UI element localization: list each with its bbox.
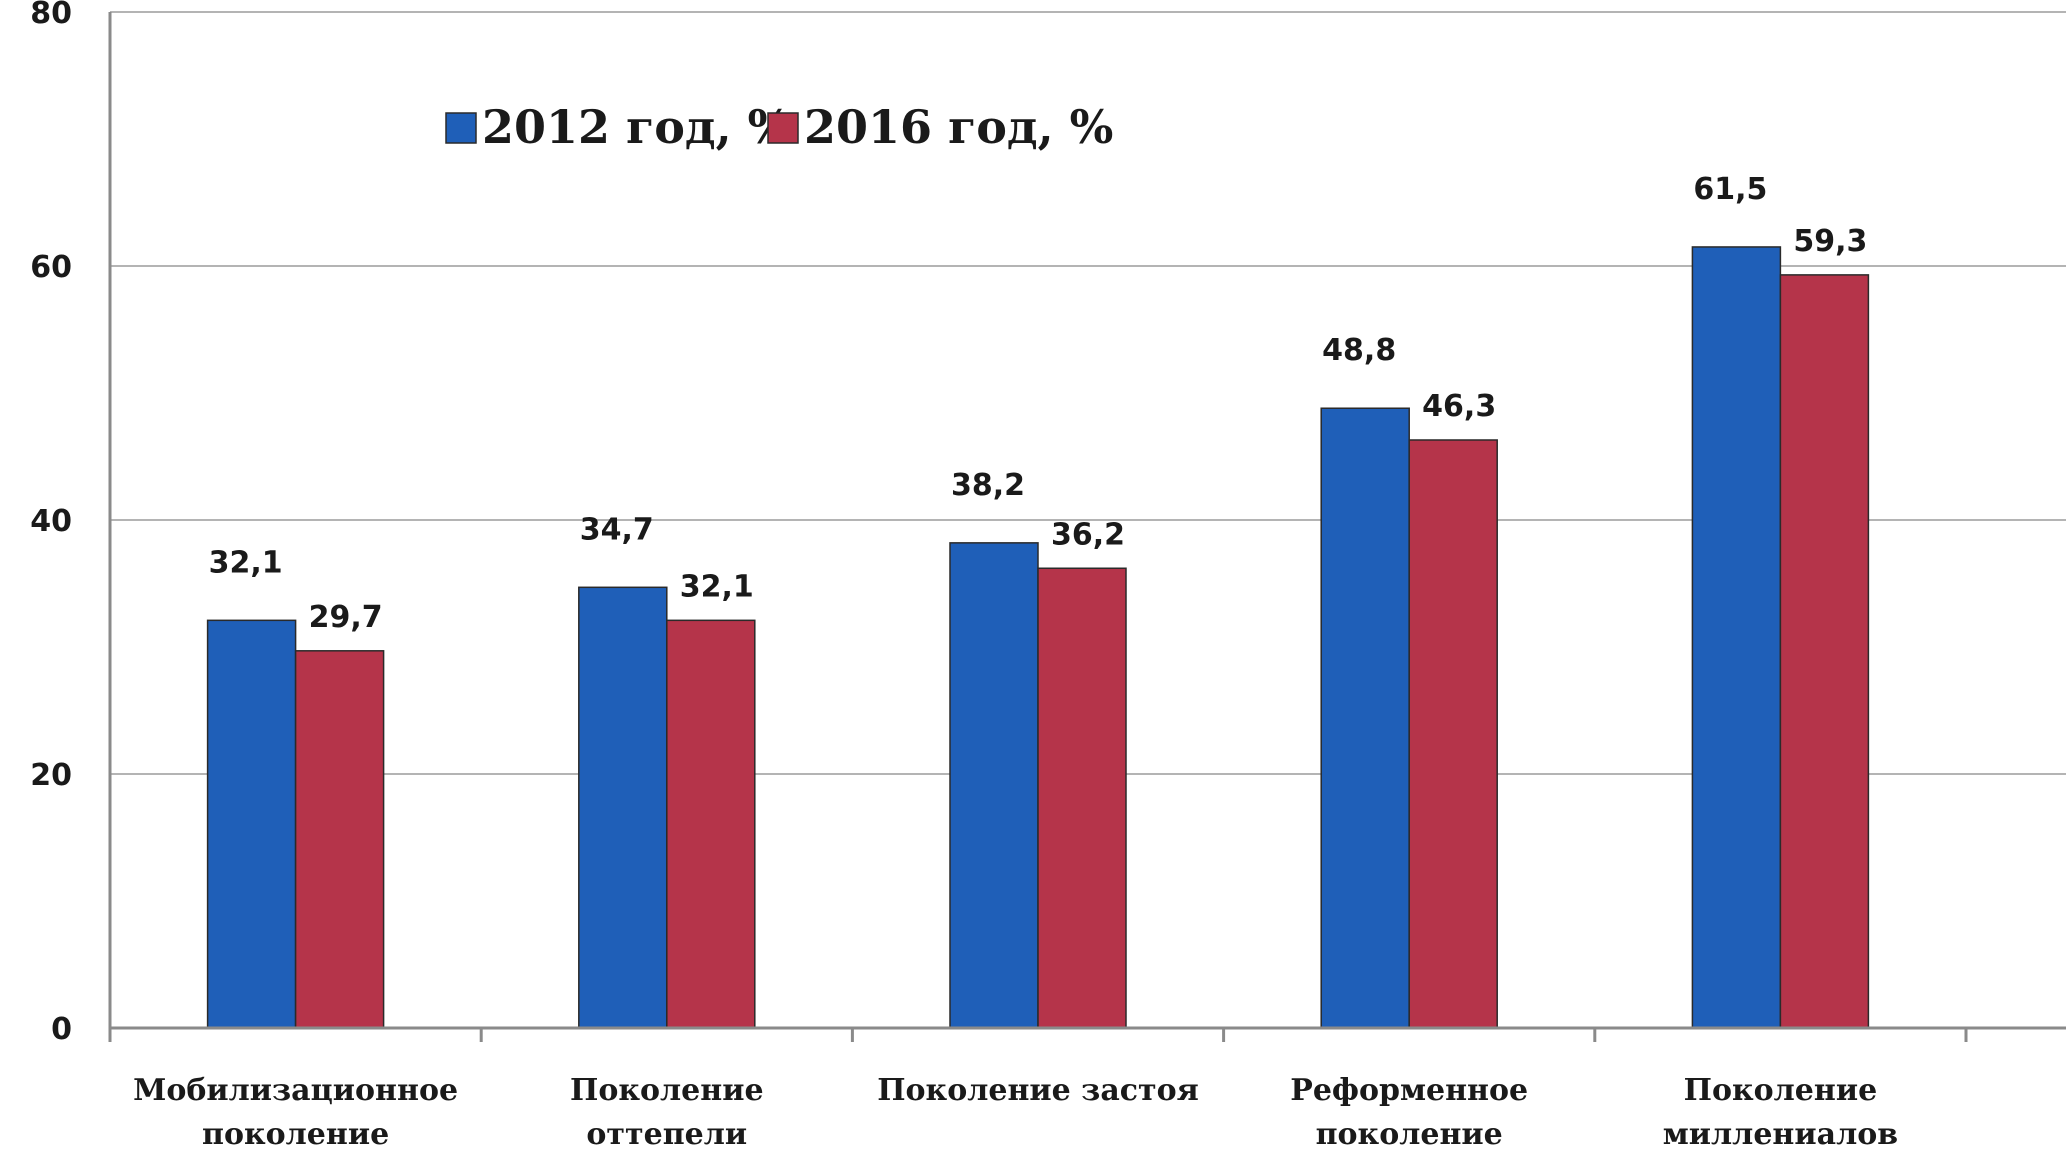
bar-s2-1	[666, 619, 756, 1029]
legend-swatch-1	[445, 112, 477, 144]
data-label-s2-3: 46,3	[1422, 389, 1496, 424]
y-tick-label-20: 20	[30, 758, 72, 793]
legend-swatch-2	[767, 112, 799, 144]
y-tick-label-80: 80	[30, 0, 72, 31]
legend-label-2: 2016 год, %	[804, 100, 1113, 154]
x-tick-label-0: Мобилизационное поколение	[133, 1073, 458, 1152]
axes-layer	[108, 12, 2066, 1042]
data-label-s1-0: 32,1	[209, 545, 283, 580]
data-label-s1-2: 38,2	[951, 468, 1025, 503]
bar-s1-0	[206, 619, 297, 1029]
x-tick-label-3: Реформенное поколение	[1290, 1073, 1528, 1152]
bar-s1-2	[949, 542, 1039, 1029]
x-tick-label-2: Поколение застоя	[877, 1073, 1199, 1108]
x-tick-label-4: Поколение миллениалов	[1663, 1073, 1898, 1152]
data-label-s2-4: 59,3	[1793, 224, 1867, 259]
y-tick-label-60: 60	[30, 250, 72, 285]
legend-label-1: 2012 год, %	[482, 100, 791, 154]
bar-s1-1	[578, 586, 668, 1029]
data-label-s1-1: 34,7	[580, 512, 654, 547]
bars-layer	[206, 246, 1870, 1029]
y-tick-label-40: 40	[30, 504, 72, 539]
data-label-s1-4: 61,5	[1693, 172, 1767, 207]
bar-s2-4	[1779, 274, 1870, 1029]
labels-layer: 0 20 40 60 80 32,1 29,7 Мобилизационное поколени…	[30, 0, 1898, 1152]
bar-s2-0	[294, 650, 385, 1029]
data-label-s1-3: 48,8	[1322, 333, 1396, 368]
data-label-s2-1: 32,1	[680, 569, 754, 604]
bar-s1-4	[1691, 246, 1782, 1029]
data-label-s2-2: 36,2	[1051, 517, 1125, 552]
legend: 2012 год, % 2016 год, %	[445, 100, 1113, 154]
bar-s2-2	[1037, 567, 1127, 1029]
x-tick-label-1: Поколение оттепели	[570, 1073, 764, 1152]
bar-s1-3	[1320, 407, 1410, 1029]
bar-s2-3	[1408, 439, 1498, 1029]
data-label-s2-0: 29,7	[309, 600, 383, 635]
y-tick-label-0: 0	[51, 1012, 72, 1047]
